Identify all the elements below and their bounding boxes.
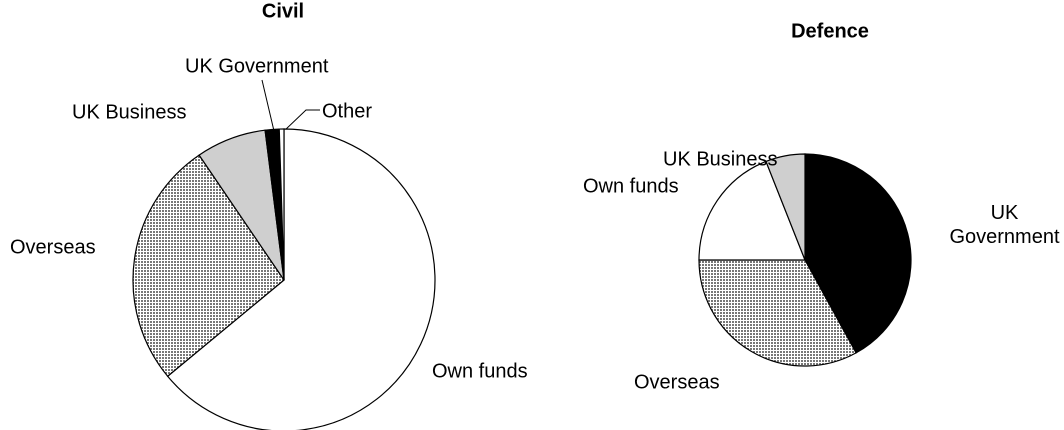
slice-label: Overseas: [10, 236, 96, 258]
pie-slice: [278, 128, 285, 281]
slice-label: Overseas: [634, 371, 720, 393]
slice-label: UK Business: [663, 148, 778, 170]
pie-slice: [765, 153, 806, 261]
pie-slice: [132, 154, 285, 378]
chart-title: Defence: [791, 20, 869, 42]
pie-slice: [698, 259, 857, 367]
pie-slice: [698, 160, 806, 261]
slice-label-box: UK Government: [949, 202, 1060, 248]
slice-label: Own funds: [583, 175, 679, 197]
chart-title: Civil: [262, 0, 304, 22]
leader-line: [261, 79, 275, 132]
slice-label: Own funds: [432, 360, 528, 382]
slice-label: UK Government: [949, 202, 1060, 248]
pie-slice: [166, 128, 436, 430]
slice-label: UK Business: [72, 101, 187, 123]
slice-label: UK Government: [185, 55, 329, 77]
pie-slice: [804, 153, 912, 354]
slice-label: Other: [322, 100, 372, 122]
leader-line: [283, 109, 320, 132]
